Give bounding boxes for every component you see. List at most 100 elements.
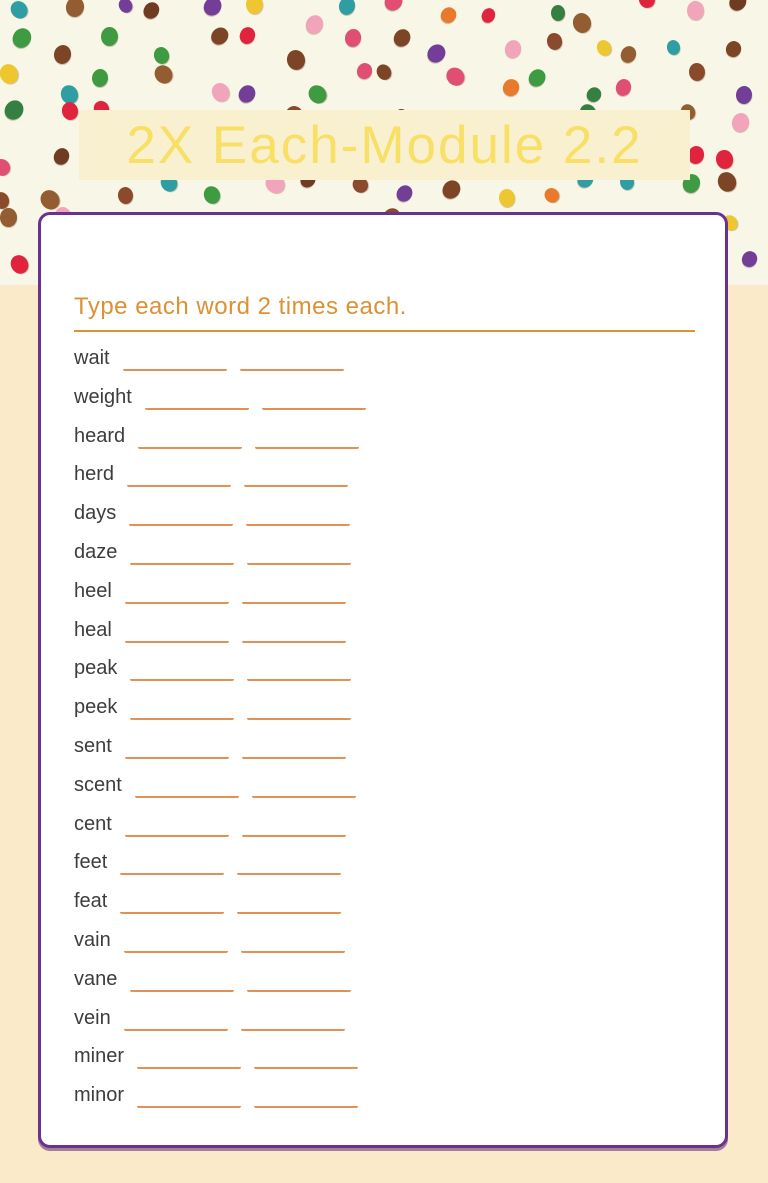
answer-blank-2[interactable] <box>241 620 346 643</box>
confetti-dot <box>0 156 13 180</box>
answer-blank-1[interactable] <box>123 1008 228 1031</box>
confetti-dot <box>302 12 327 38</box>
word-label: feet <box>74 851 108 874</box>
answer-blank-1[interactable] <box>123 930 228 953</box>
confetti-dot <box>235 82 260 107</box>
confetti-dot <box>393 181 416 205</box>
confetti-dot <box>714 168 739 195</box>
answer-blank-2[interactable] <box>239 349 344 371</box>
confetti-dot <box>245 0 264 15</box>
confetti-dot <box>723 38 743 60</box>
word-list: wait weight heard herd days daze heel heal peak p… <box>74 347 695 1123</box>
answer-blank-1[interactable] <box>144 387 249 410</box>
answer-blank-2[interactable] <box>254 1086 359 1109</box>
word-label: wait <box>74 347 110 369</box>
word-row: weight <box>74 386 695 425</box>
instruction-rule <box>74 330 695 332</box>
answer-blank-2[interactable] <box>241 814 346 837</box>
confetti-dot <box>0 61 22 87</box>
confetti-dot <box>209 80 233 105</box>
confetti-dot <box>52 43 74 67</box>
word-row: miner <box>74 1045 695 1084</box>
word-row: heal <box>74 619 695 658</box>
answer-blank-2[interactable] <box>237 853 342 876</box>
word-row: vane <box>74 968 695 1007</box>
answer-blank-1[interactable] <box>120 853 225 876</box>
answer-blank-2[interactable] <box>246 504 351 527</box>
word-row: herd <box>74 463 695 502</box>
confetti-dot <box>336 0 358 17</box>
answer-blank-1[interactable] <box>127 465 232 488</box>
confetti-dot <box>0 207 17 227</box>
confetti-dot <box>342 27 364 50</box>
answer-blank-1[interactable] <box>137 1047 242 1070</box>
confetti-dot <box>666 38 682 56</box>
answer-blank-2[interactable] <box>251 775 356 798</box>
answer-blank-1[interactable] <box>130 542 235 565</box>
answer-blank-1[interactable] <box>134 775 239 798</box>
answer-blank-2[interactable] <box>237 892 342 915</box>
word-label: sent <box>74 734 112 757</box>
confetti-dot <box>583 84 604 105</box>
confetti-dot <box>439 176 465 203</box>
answer-blank-2[interactable] <box>247 659 352 682</box>
answer-blank-1[interactable] <box>124 581 229 604</box>
answer-blank-1[interactable] <box>124 814 229 837</box>
confetti-dot <box>380 0 406 15</box>
confetti-dot <box>117 185 135 205</box>
answer-blank-2[interactable] <box>254 1047 359 1070</box>
answer-blank-2[interactable] <box>244 465 349 488</box>
word-label: days <box>74 502 117 525</box>
answer-blank-2[interactable] <box>247 698 352 721</box>
answer-blank-1[interactable] <box>130 969 235 992</box>
answer-blank-1[interactable] <box>138 426 243 449</box>
answer-blank-1[interactable] <box>120 892 225 915</box>
answer-blank-2[interactable] <box>255 426 360 449</box>
confetti-dot <box>738 248 760 270</box>
answer-blank-1[interactable] <box>124 736 229 759</box>
answer-blank-2[interactable] <box>241 736 346 759</box>
confetti-dot <box>354 61 374 82</box>
confetti-dot <box>545 31 564 51</box>
word-label: scent <box>74 773 122 796</box>
confetti-dot <box>688 62 707 83</box>
instruction-heading: Type each word 2 times each. <box>74 293 407 320</box>
word-label: minor <box>74 1084 125 1107</box>
confetti-dot <box>390 26 414 51</box>
confetti-dot <box>7 0 31 22</box>
word-row: days <box>74 502 695 541</box>
confetti-dot <box>502 37 524 61</box>
answer-blank-2[interactable] <box>261 387 366 410</box>
answer-blank-1[interactable] <box>124 620 229 643</box>
confetti-dot <box>570 11 594 36</box>
confetti-dot <box>152 45 172 66</box>
word-row: peek <box>74 696 695 735</box>
word-row: scent <box>74 774 695 813</box>
answer-blank-1[interactable] <box>130 698 235 721</box>
answer-blank-1[interactable] <box>122 349 227 371</box>
confetti-dot <box>200 0 226 20</box>
word-label: herd <box>74 463 115 486</box>
word-label: heard <box>74 424 126 447</box>
word-label: daze <box>74 540 118 563</box>
answer-blank-2[interactable] <box>247 969 352 992</box>
word-label: cent <box>74 812 112 835</box>
answer-blank-2[interactable] <box>240 930 345 953</box>
word-row: cent <box>74 813 695 852</box>
word-row: peak <box>74 657 695 696</box>
word-label: peak <box>74 657 118 680</box>
answer-blank-1[interactable] <box>129 504 234 527</box>
word-row: sent <box>74 735 695 774</box>
confetti-dot <box>59 100 81 123</box>
answer-blank-2[interactable] <box>240 1008 345 1031</box>
answer-blank-2[interactable] <box>247 542 352 565</box>
answer-blank-1[interactable] <box>137 1086 242 1109</box>
confetti-dot <box>443 63 470 90</box>
answer-blank-2[interactable] <box>241 581 346 604</box>
word-label: miner <box>74 1045 125 1068</box>
answer-blank-1[interactable] <box>130 659 235 682</box>
confetti-dot <box>150 61 176 88</box>
confetti-dot <box>542 185 563 206</box>
confetti-dot <box>237 25 257 46</box>
confetti-dot <box>201 183 224 207</box>
